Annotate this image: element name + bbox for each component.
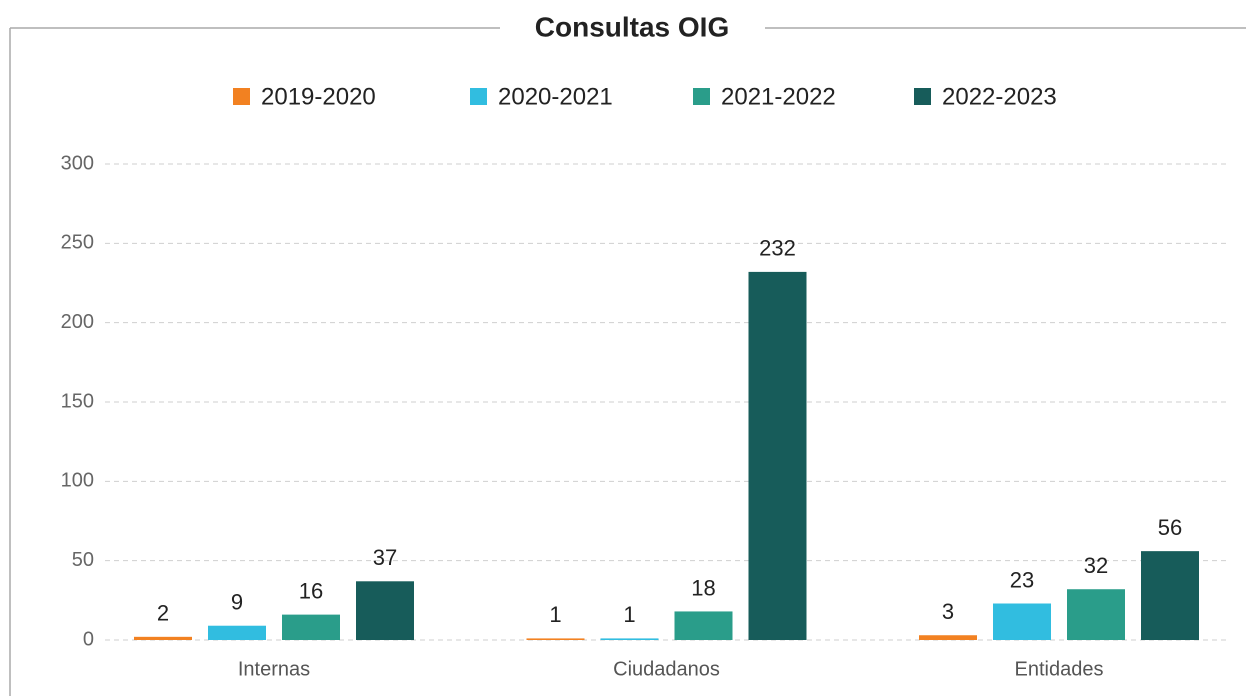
- y-tick-label: 0: [83, 628, 94, 650]
- value-label: 9: [231, 590, 243, 615]
- value-label: 56: [1158, 515, 1182, 540]
- value-label: 1: [549, 602, 561, 627]
- bar: [208, 625, 266, 640]
- bar: [600, 638, 659, 640]
- legend-label: 2022-2023: [942, 83, 1057, 110]
- legend-swatch: [470, 88, 487, 105]
- value-label: 37: [373, 545, 397, 570]
- bar: [134, 636, 192, 640]
- y-tick-label: 50: [72, 549, 94, 571]
- value-label: 18: [691, 575, 715, 600]
- y-tick-label: 100: [61, 470, 94, 492]
- y-tick-label: 200: [61, 311, 94, 333]
- legend-swatch: [914, 88, 931, 105]
- bar: [748, 271, 807, 640]
- bar: [1067, 589, 1125, 640]
- value-label: 32: [1084, 553, 1108, 578]
- value-label: 16: [299, 578, 323, 603]
- value-label: 2: [157, 601, 169, 626]
- x-tick-label: Ciudadanos: [613, 658, 720, 680]
- bar: [356, 581, 414, 640]
- y-tick-label: 150: [61, 390, 94, 412]
- x-tick-label: Internas: [238, 658, 310, 680]
- value-label: 3: [942, 599, 954, 624]
- legend-label: 2021-2022: [721, 83, 836, 110]
- legend-swatch: [693, 88, 710, 105]
- x-tick-label: Entidades: [1015, 658, 1104, 680]
- value-label: 23: [1010, 567, 1034, 592]
- chart-title: Consultas OIG: [535, 11, 729, 42]
- bar: [282, 614, 340, 640]
- bar: [526, 638, 585, 640]
- legend-swatch: [233, 88, 250, 105]
- value-label: 1: [623, 602, 635, 627]
- y-tick-label: 250: [61, 232, 94, 254]
- y-tick-label: 300: [61, 152, 94, 174]
- bar: [919, 635, 977, 640]
- bar: [993, 603, 1051, 640]
- legend-label: 2019-2020: [261, 83, 376, 110]
- bar: [674, 611, 733, 640]
- bar: [1141, 551, 1199, 640]
- value-label: 232: [759, 236, 796, 261]
- legend-label: 2020-2021: [498, 83, 613, 110]
